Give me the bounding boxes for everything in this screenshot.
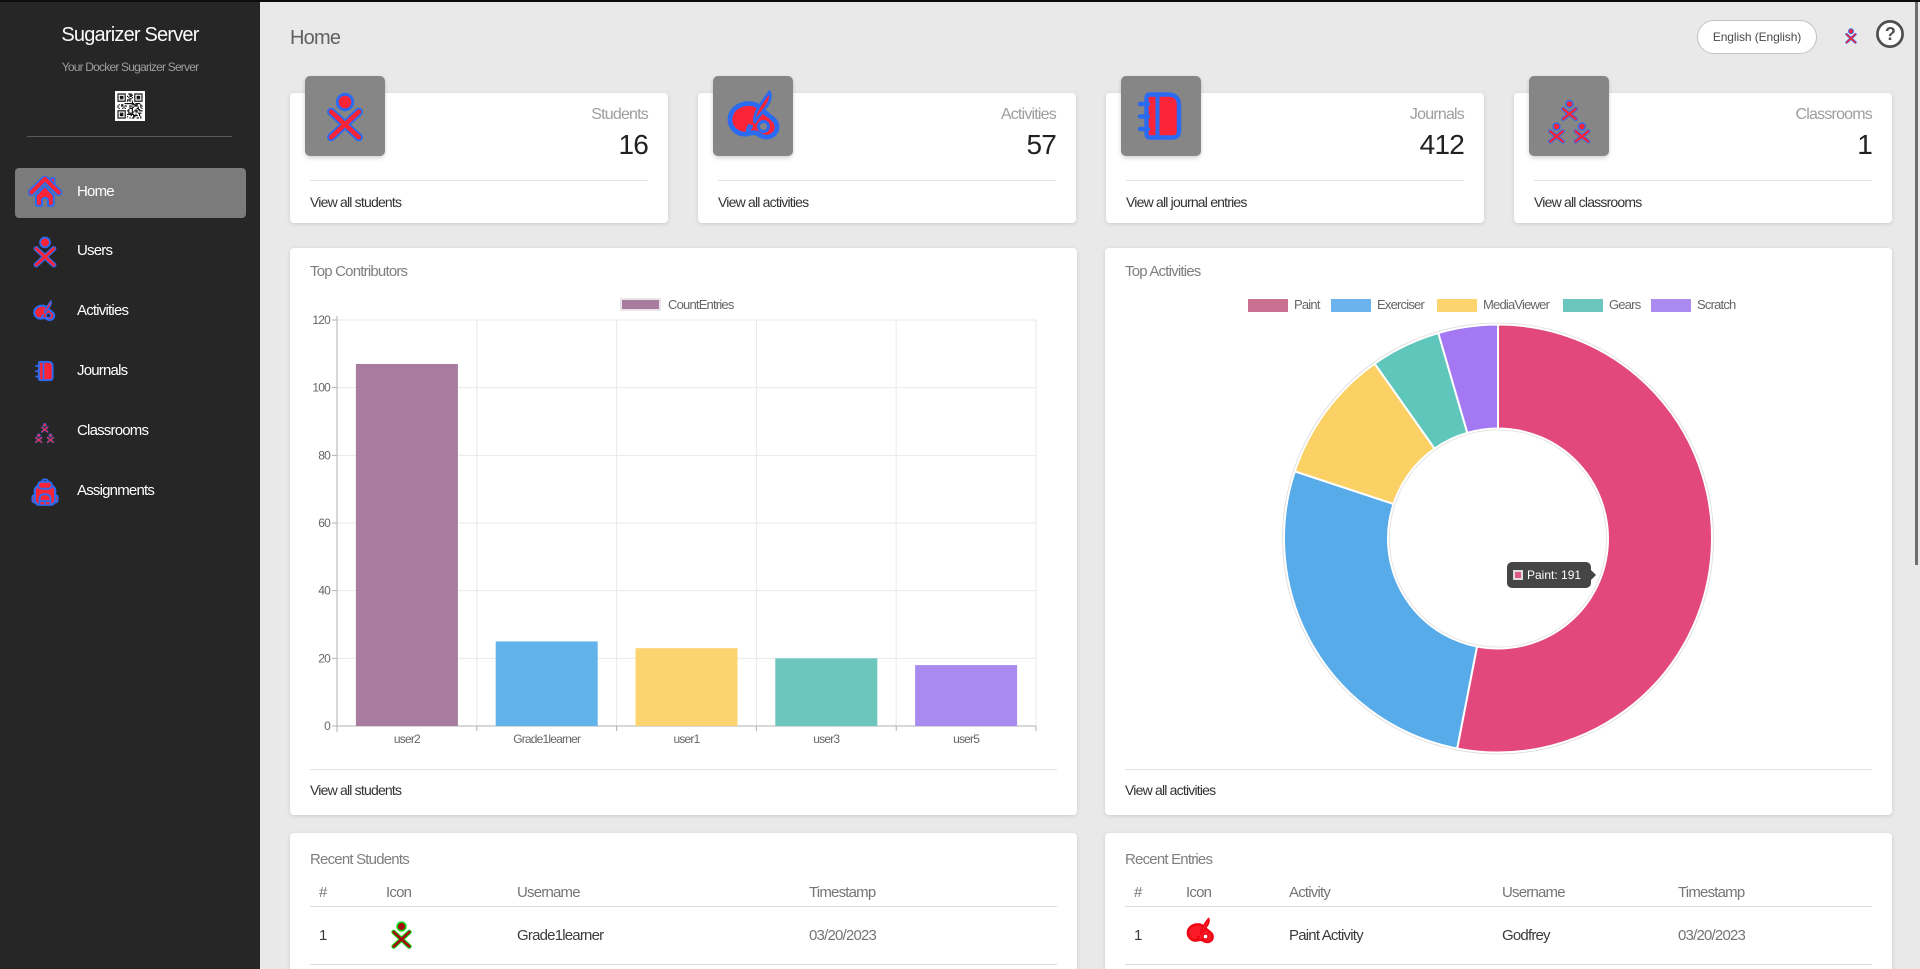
svg-text:user1: user1 [673, 732, 700, 746]
svg-text:100: 100 [312, 381, 331, 395]
svg-text:user3: user3 [813, 732, 840, 746]
svg-text:user2: user2 [394, 732, 421, 746]
svg-text:40: 40 [318, 584, 331, 598]
svg-text:0: 0 [324, 719, 331, 733]
svg-text:Grade1learner: Grade1learner [513, 732, 581, 746]
svg-text:60: 60 [318, 516, 331, 530]
svg-text:80: 80 [318, 448, 331, 462]
svg-text:?: ? [1885, 24, 1895, 44]
svg-text:user5: user5 [953, 732, 980, 746]
svg-text:120: 120 [312, 313, 331, 327]
svg-text:20: 20 [318, 651, 331, 665]
